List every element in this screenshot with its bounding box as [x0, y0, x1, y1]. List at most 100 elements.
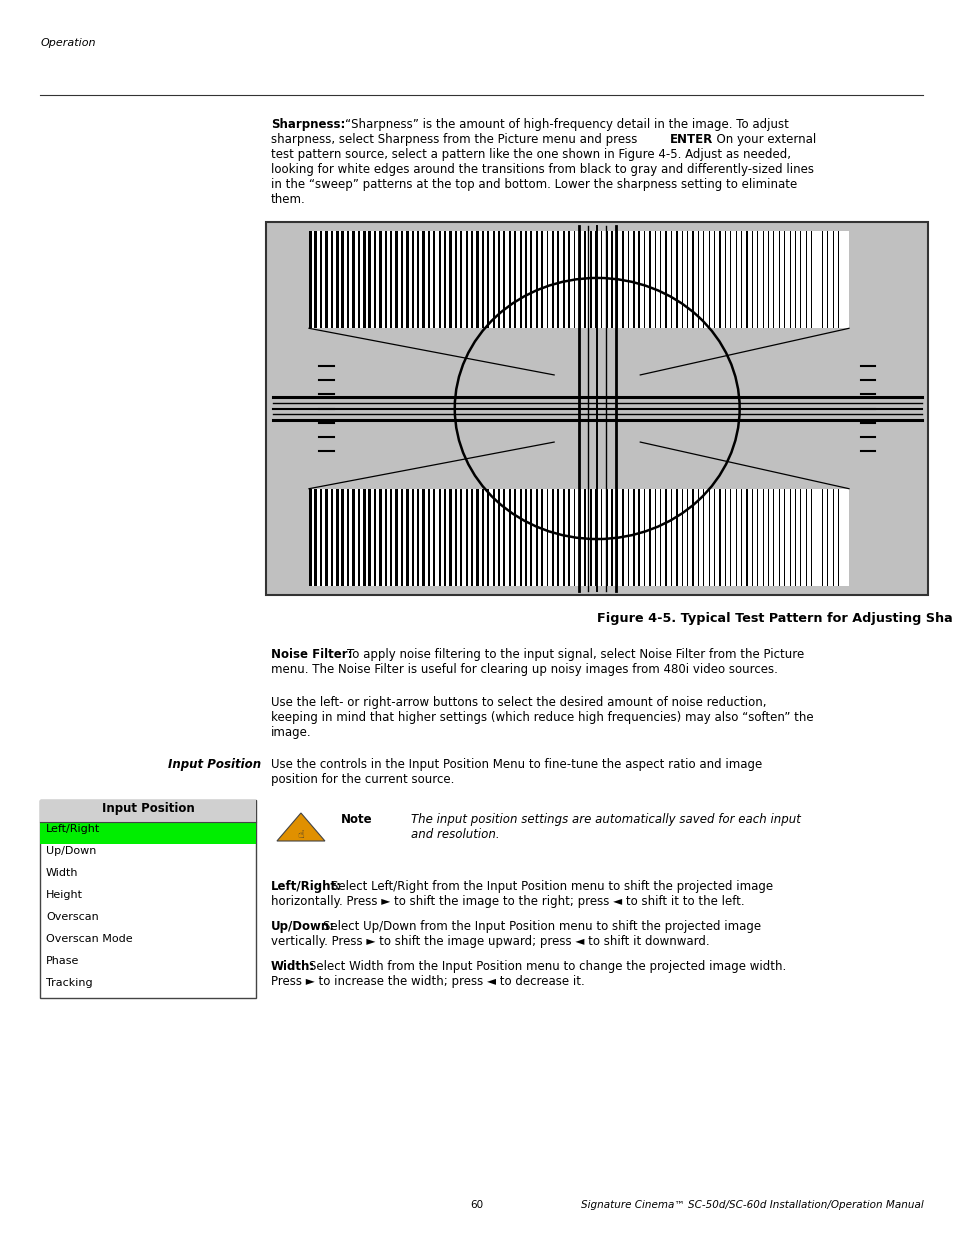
Text: image.: image. [271, 726, 312, 739]
Bar [530, 231, 532, 329]
Bar [761, 231, 763, 329]
Bar [729, 489, 731, 585]
Bar [783, 231, 784, 329]
Bar [778, 231, 779, 329]
Bar [476, 489, 478, 585]
Bar [713, 489, 715, 585]
Text: . On your external: . On your external [708, 133, 816, 146]
Bar [519, 231, 521, 329]
Bar [406, 231, 408, 329]
Bar [374, 231, 375, 329]
Text: horizontally. Press ► to shift the image to the right; press ◄ to shift it to th: horizontally. Press ► to shift the image… [271, 895, 743, 908]
Bar [670, 231, 672, 329]
Bar [686, 231, 688, 329]
Bar [589, 489, 591, 585]
Text: Left/Right: Left/Right [46, 824, 100, 834]
Bar [767, 231, 768, 329]
Text: menu. The Noise Filter is useful for clearing up noisy images from 480i video so: menu. The Noise Filter is useful for cle… [271, 663, 777, 676]
Bar [465, 489, 467, 585]
Bar [584, 489, 585, 585]
Bar [416, 489, 419, 585]
Bar [557, 489, 558, 585]
Text: Overscan: Overscan [46, 911, 99, 923]
Bar [794, 489, 795, 585]
Bar [546, 231, 548, 329]
Text: Operation: Operation [40, 38, 95, 48]
Bar [611, 489, 613, 585]
Bar [568, 489, 569, 585]
Bar [503, 489, 505, 585]
Bar [524, 489, 526, 585]
Bar [347, 231, 349, 329]
Bar [40, 800, 255, 823]
Bar [578, 489, 580, 585]
Text: sharpness, select Sharpness from the Picture menu and press: sharpness, select Sharpness from the Pic… [271, 133, 640, 146]
Bar [680, 231, 682, 329]
Bar [578, 231, 580, 329]
Bar [595, 489, 597, 585]
Text: Select Width from the Input Position menu to change the projected image width.: Select Width from the Input Position men… [309, 960, 785, 973]
Bar [390, 231, 392, 329]
Text: in the “sweep” patterns at the top and bottom. Lower the sharpness setting to el: in the “sweep” patterns at the top and b… [271, 178, 797, 191]
Bar [778, 489, 779, 585]
Bar [476, 231, 478, 329]
Text: ENTER: ENTER [669, 133, 713, 146]
Bar [433, 489, 435, 585]
Bar [638, 231, 639, 329]
Bar [800, 231, 801, 329]
Bar [697, 231, 699, 329]
Text: To apply noise filtering to the input signal, select Noise Filter from the Pictu: To apply noise filtering to the input si… [347, 648, 803, 661]
Bar [659, 489, 660, 585]
Bar [713, 231, 715, 329]
Bar [676, 489, 677, 585]
Bar [546, 489, 548, 585]
Bar [724, 231, 725, 329]
Bar [449, 231, 451, 329]
Bar [621, 489, 623, 585]
Text: The input position settings are automatically saved for each input
and resolutio: The input position settings are automati… [411, 813, 800, 841]
Bar [621, 231, 623, 329]
Text: Tracking: Tracking [46, 978, 92, 988]
Bar [524, 231, 526, 329]
Bar [605, 231, 607, 329]
Bar [314, 489, 316, 585]
Bar [648, 489, 650, 585]
Bar [751, 489, 752, 585]
Bar [363, 489, 365, 585]
Bar [508, 489, 510, 585]
Bar [773, 231, 774, 329]
Text: Up/Down: Up/Down [46, 846, 96, 856]
Bar [611, 231, 613, 329]
Text: Overscan Mode: Overscan Mode [46, 934, 132, 944]
Bar [584, 231, 585, 329]
Text: 60: 60 [470, 1200, 483, 1210]
Text: Width:: Width: [271, 960, 314, 973]
Bar [443, 231, 446, 329]
Bar [416, 231, 419, 329]
Text: Select Up/Down from the Input Position menu to shift the projected image: Select Up/Down from the Input Position m… [323, 920, 760, 932]
Bar [492, 489, 494, 585]
Bar [471, 489, 473, 585]
Bar [757, 489, 758, 585]
Bar [692, 231, 693, 329]
Bar [600, 231, 601, 329]
Bar [670, 489, 672, 585]
Bar [794, 231, 795, 329]
Bar [719, 231, 720, 329]
Text: Note: Note [340, 813, 373, 826]
Bar [325, 231, 328, 329]
Bar [805, 489, 806, 585]
Bar [724, 489, 725, 585]
Text: Noise Filter:: Noise Filter: [271, 648, 352, 661]
Bar [459, 489, 462, 585]
Bar [427, 489, 430, 585]
Bar [659, 231, 660, 329]
Bar [562, 489, 564, 585]
Bar [805, 231, 806, 329]
Bar [368, 231, 371, 329]
Text: Input Position: Input Position [102, 802, 194, 815]
Text: Phase: Phase [46, 956, 79, 966]
Bar [664, 489, 666, 585]
Bar [735, 231, 736, 329]
Bar [331, 231, 333, 329]
